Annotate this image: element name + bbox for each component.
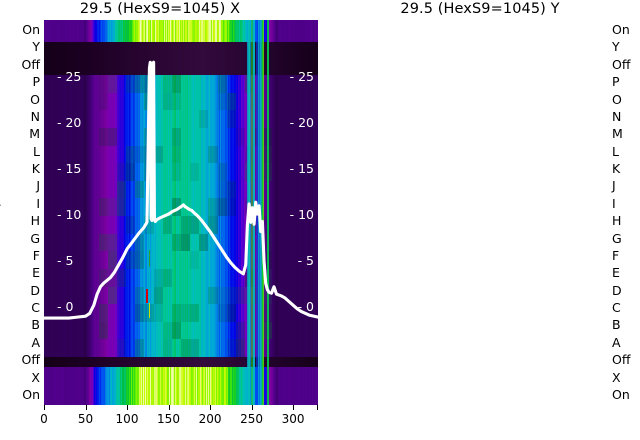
category-label: E xyxy=(612,265,620,281)
x-tick-mark xyxy=(210,405,212,410)
category-label: X xyxy=(612,369,621,385)
heatmap-streak xyxy=(261,20,263,405)
category-axis-right: On Y Off P O N M L K J I H G F E D C B A Off X On xyxy=(606,20,640,405)
panel-x-title: 29.5 (HexS9=1045) X xyxy=(79,1,241,17)
panel-y: 29.5 (HexS9=1045) Y - 25- 25- 20- 20- 15… xyxy=(320,0,640,440)
category-label: H xyxy=(30,212,40,228)
inner-tick-label: - 20 xyxy=(57,114,82,130)
category-label: Y xyxy=(612,39,620,55)
category-label: A xyxy=(31,334,40,350)
category-label: H xyxy=(612,212,622,228)
category-label: P xyxy=(32,73,40,89)
category-label: I xyxy=(612,195,616,211)
category-label: Y xyxy=(32,39,40,55)
heatmap-band xyxy=(44,357,318,367)
x-tick-label: 50 xyxy=(77,412,94,426)
category-label: C xyxy=(31,299,40,315)
x-tick-mark xyxy=(293,405,295,410)
category-label: D xyxy=(612,282,622,298)
data-marker xyxy=(148,303,151,318)
inner-tick-label: - 15 xyxy=(57,160,82,176)
category-label: O xyxy=(30,91,40,107)
category-label: I xyxy=(36,195,40,211)
x-tick-mark xyxy=(168,405,170,410)
category-label: F xyxy=(612,247,620,263)
x-axis-x: 0 50 100 150 200 250 300 xyxy=(40,405,318,440)
category-label: B xyxy=(31,317,40,333)
x-tick-mark xyxy=(317,405,318,410)
category-label: C xyxy=(612,299,621,315)
category-label: L xyxy=(33,143,40,159)
inner-tick-label: - 25 xyxy=(57,68,82,84)
x-tick-mark xyxy=(127,405,128,410)
category-label: E xyxy=(32,265,40,281)
category-label: K xyxy=(31,160,40,176)
heatmap-band xyxy=(44,42,318,75)
category-label: J xyxy=(36,178,40,194)
category-label: Off xyxy=(21,56,40,72)
category-label: P xyxy=(612,73,620,89)
category-label: On xyxy=(612,386,630,402)
category-label: F xyxy=(32,247,40,263)
category-label: N xyxy=(612,108,622,124)
data-marker xyxy=(146,288,148,304)
heatmap-streak xyxy=(267,20,269,405)
x-tick-label: 150 xyxy=(157,412,180,426)
inner-tick-label: - 0 xyxy=(297,298,314,314)
category-label: On xyxy=(22,386,40,402)
overlay-trace xyxy=(44,20,318,405)
category-label: Off xyxy=(21,351,40,367)
category-label: J xyxy=(612,178,616,194)
category-label: G xyxy=(612,230,622,246)
data-marker xyxy=(148,250,151,267)
inner-tick-label: - 20 xyxy=(289,114,314,130)
inner-tick-label: - 10 xyxy=(57,206,82,222)
heatmap-streak xyxy=(262,20,265,405)
category-label: B xyxy=(612,317,621,333)
category-label: D xyxy=(30,282,40,298)
category-label: N xyxy=(30,108,40,124)
category-label: M xyxy=(29,126,40,142)
category-axis-left: On Y Off P O N M L K J I H G F E D C B A Off X On xyxy=(0,20,40,405)
category-label: L xyxy=(612,143,619,159)
x-tick-label: 200 xyxy=(198,412,222,426)
inner-tick-label: - 5 xyxy=(297,252,314,268)
panel-y-title: 29.5 (HexS9=1045) Y xyxy=(400,1,560,17)
x-tick-label: 100 xyxy=(115,412,139,426)
category-label: Off xyxy=(612,351,631,367)
inner-tick-label: - 5 xyxy=(57,252,74,268)
category-label: K xyxy=(612,160,621,176)
inner-tick-label: - 15 xyxy=(289,160,314,176)
category-label: O xyxy=(612,91,622,107)
x-tick-mark xyxy=(44,405,45,410)
category-label: X xyxy=(31,369,40,385)
inner-tick-label: - 0 xyxy=(57,298,74,314)
inner-tick-label: - 10 xyxy=(289,206,314,222)
heatmap-band xyxy=(44,367,318,405)
category-label: M xyxy=(612,126,623,142)
category-label: Off xyxy=(612,56,631,72)
x-tick-label: 300 xyxy=(281,412,305,426)
panel-x: 29.5 (HexS9=1045) X - 25 - 25 - 20 - 20 - 15… xyxy=(40,1,318,440)
category-label: On xyxy=(612,21,630,37)
category-label: On xyxy=(22,21,40,37)
x-tick-label: 0 xyxy=(40,412,48,426)
category-label: A xyxy=(612,334,621,350)
category-label: G xyxy=(30,230,40,246)
x-tick-mark xyxy=(251,405,253,410)
inner-tick-label: - 25 xyxy=(289,68,314,84)
heatmap-axes-x[interactable]: - 25 - 25 - 20 - 20 - 15 - 15 - 10 - 10 - 5 - 5 - … xyxy=(44,20,318,405)
x-tick-label: 250 xyxy=(240,412,264,426)
x-tick-mark xyxy=(85,405,87,410)
